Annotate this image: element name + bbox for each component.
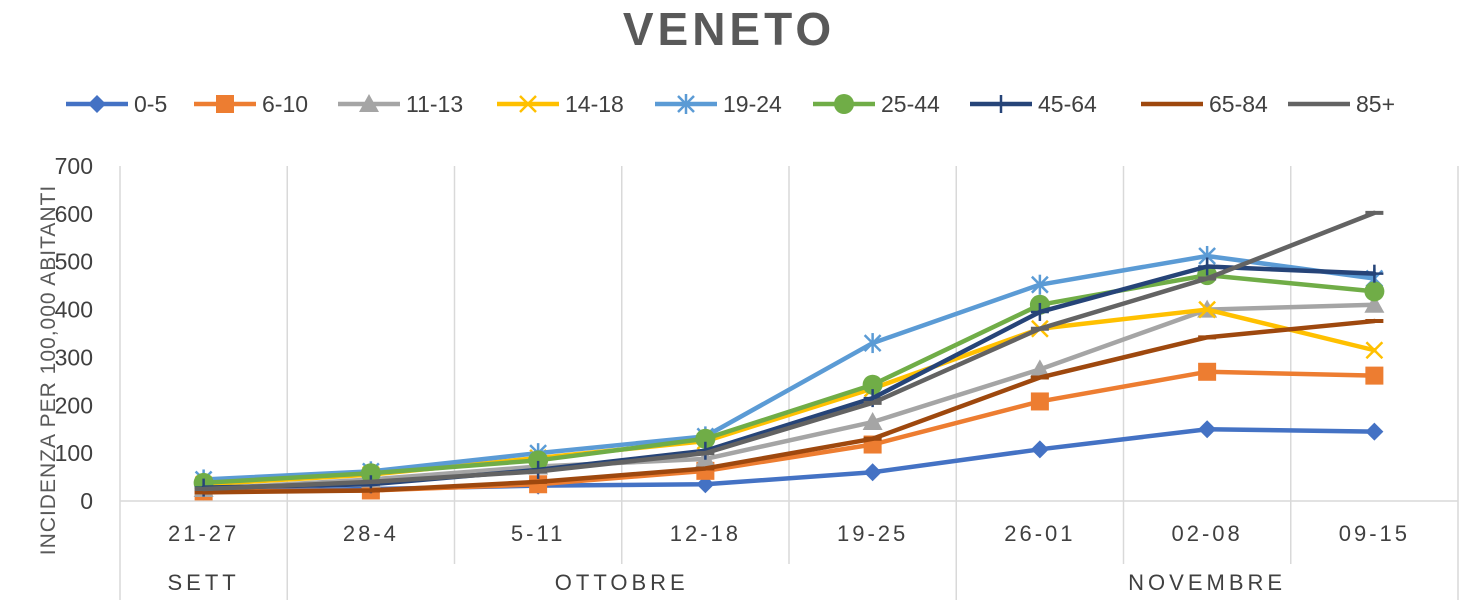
legend-item: 0-5 [66, 91, 167, 117]
data-point [1365, 422, 1384, 441]
x-axis: 21-27 28-4 5-11 12-18 19-25 26-01 02-08 09-15 SE… [168, 521, 1410, 595]
series-line [201, 302, 1377, 492]
series-lines [193, 210, 1385, 501]
legend-label: 65-84 [1209, 91, 1268, 117]
legend-item: 65-84 [1141, 91, 1268, 117]
legend-item: 14-18 [497, 91, 624, 117]
series-85+ [194, 210, 1384, 492]
chart-title: VENETO [622, 3, 836, 55]
legend-label: 85+ [1356, 91, 1395, 117]
data-point [1365, 366, 1384, 385]
legend-marker [834, 94, 854, 114]
legend-label: 11-13 [406, 91, 463, 117]
series-65-84 [194, 318, 1384, 495]
x-tick-label: 28-4 [343, 521, 399, 546]
data-point [1029, 359, 1050, 378]
data-point [1198, 300, 1217, 319]
data-point [862, 412, 883, 431]
legend-label: 14-18 [565, 91, 624, 117]
series-line [201, 253, 1377, 482]
legend-item: 45-64 [970, 91, 1097, 117]
legend-marker [88, 95, 106, 113]
y-tick-label: 600 [55, 201, 93, 227]
series-line [201, 272, 1377, 486]
legend-item: 19-24 [655, 91, 782, 117]
legend-label: 25-44 [881, 91, 940, 117]
legend-marker [677, 94, 695, 114]
y-axis-label: INCIDENZA PER 100,000 ABITANTI [37, 185, 60, 555]
data-point [1364, 294, 1385, 313]
data-point [1364, 281, 1385, 302]
data-point [1030, 274, 1049, 295]
x-tick-label: 21-27 [168, 521, 239, 546]
data-point [1030, 440, 1049, 459]
legend-item: 11-13 [338, 91, 463, 117]
x-group-label: SETT [168, 570, 240, 595]
series-line [201, 210, 1377, 492]
x-tick-label: 09-15 [1339, 521, 1410, 546]
legend-label: 45-64 [1038, 91, 1097, 117]
data-point [528, 450, 549, 471]
legend-label: 19-24 [723, 91, 782, 117]
y-tick-label: 500 [55, 249, 93, 275]
data-point [1198, 420, 1217, 439]
x-group-label: OTTOBRE [555, 570, 689, 595]
legend-marker [992, 95, 1010, 113]
series-line [201, 318, 1377, 495]
legend-item: 6-10 [194, 91, 308, 117]
y-tick-label: 100 [55, 440, 93, 466]
y-tick-label: 700 [55, 153, 93, 179]
legend-label: 0-5 [134, 91, 167, 117]
legend-marker [519, 95, 537, 113]
x-tick-label: 12-18 [670, 521, 741, 546]
legend-item: 25-44 [813, 91, 940, 117]
data-point [695, 428, 716, 449]
data-point [1198, 362, 1217, 381]
data-point [1365, 341, 1384, 360]
y-tick-label: 0 [80, 488, 93, 514]
x-tick-label: 02-08 [1171, 521, 1242, 546]
data-point [1030, 302, 1049, 321]
legend-item: 85+ [1288, 91, 1395, 117]
data-point [863, 463, 882, 482]
gridlines [119, 166, 1459, 600]
x-tick-label: 26-01 [1004, 521, 1075, 546]
legend-marker [359, 94, 379, 112]
data-point [863, 333, 882, 354]
data-point [360, 463, 381, 484]
y-tick-label: 400 [55, 297, 93, 323]
x-tick-label: 5-11 [511, 521, 565, 546]
y-tick-label: 300 [55, 344, 93, 370]
data-point [1198, 257, 1217, 276]
legend: 0-5 6-10 11-13 14-18 19-24 25-44 45-64 65-84 85+ [66, 91, 1395, 117]
data-point [1030, 392, 1049, 411]
legend-label: 6-10 [262, 91, 308, 117]
data-point [1365, 264, 1384, 283]
data-point [862, 374, 883, 395]
legend-marker [216, 95, 234, 113]
y-axis: 0 100 200 300 400 500 600 700 [55, 153, 93, 514]
x-tick-label: 19-25 [837, 521, 908, 546]
x-group-label: NOVEMBRE [1128, 570, 1286, 595]
y-tick-label: 200 [55, 392, 93, 418]
